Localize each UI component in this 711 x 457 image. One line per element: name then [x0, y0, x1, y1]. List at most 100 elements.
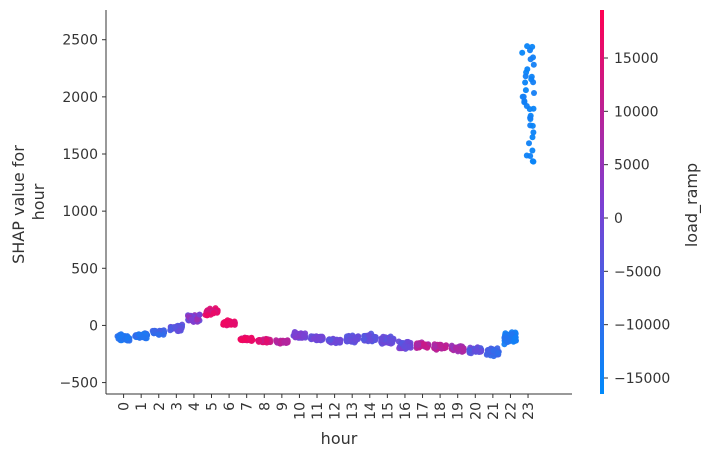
colorbar-tick-label: 5000	[614, 158, 650, 174]
y-tick-label: 500	[71, 261, 98, 277]
data-point	[389, 337, 396, 344]
data-point	[401, 343, 408, 350]
y-axis-title: SHAP value for hour	[9, 140, 48, 264]
data-point	[524, 66, 531, 73]
data-point	[167, 327, 174, 334]
x-axis-title: hour	[321, 429, 358, 448]
data-point	[512, 334, 519, 341]
data-point	[415, 341, 422, 348]
data-point	[175, 328, 182, 335]
colorbar: 15000 10000 5000 0 −5000 −10000 −15000 load_ra…	[600, 10, 702, 394]
colorbar-tick-label: −10000	[614, 318, 670, 334]
data-point	[246, 335, 253, 342]
x-tick-label: 15	[380, 402, 396, 420]
data-point	[522, 73, 529, 80]
colorbar-tick-label: 0	[614, 211, 623, 227]
data-point	[437, 342, 444, 349]
data-point	[204, 312, 211, 319]
y-axis-ticks: −500 0 500 1000 1500 2000 2500	[60, 33, 106, 392]
y-tick-label: 0	[89, 318, 98, 334]
x-tick-label: 13	[345, 402, 361, 420]
x-tick-label: 20	[468, 402, 484, 420]
x-tick-label: 18	[433, 402, 449, 420]
colorbar-tick-label: 10000	[614, 104, 659, 120]
data-point	[281, 339, 288, 346]
x-tick-label: 7	[240, 402, 256, 411]
x-tick-label: 16	[398, 402, 414, 420]
data-point	[529, 147, 536, 154]
data-point	[188, 316, 195, 323]
x-tick-label: 4	[187, 402, 203, 411]
data-point	[527, 56, 534, 63]
data-point	[460, 345, 467, 352]
data-point	[530, 129, 537, 136]
colorbar-gradient	[600, 10, 604, 394]
data-point	[431, 342, 438, 349]
y-tick-label: 1000	[62, 204, 98, 220]
colorbar-tick-label: −15000	[614, 371, 670, 387]
x-tick-label: 1	[134, 402, 150, 411]
x-tick-label: 2	[152, 402, 168, 411]
data-point	[139, 334, 146, 341]
data-point	[522, 79, 529, 86]
data-point	[360, 336, 367, 343]
data-point	[527, 47, 533, 54]
colorbar-tick-label: 15000	[614, 51, 659, 67]
data-point	[405, 344, 412, 350]
data-point	[527, 114, 534, 121]
data-point	[155, 331, 162, 338]
scatter-points	[114, 43, 537, 360]
x-tick-label: 5	[205, 402, 221, 411]
y-tick-label: 2500	[62, 33, 98, 49]
x-tick-label: 11	[310, 402, 326, 420]
data-point	[366, 332, 372, 339]
data-point	[478, 348, 485, 355]
y-axis-title-line2: hour	[29, 183, 48, 220]
data-point	[343, 338, 350, 345]
data-point	[523, 103, 530, 109]
data-point	[527, 153, 534, 159]
x-tick-label: 17	[416, 402, 432, 420]
data-point	[495, 350, 501, 357]
data-point	[210, 309, 217, 316]
data-point	[352, 336, 359, 343]
data-point	[301, 332, 307, 339]
x-tick-label: 14	[363, 402, 379, 420]
data-point	[530, 61, 537, 68]
data-point	[529, 158, 536, 165]
x-tick-label: 21	[486, 402, 502, 420]
data-point	[452, 344, 459, 351]
data-point	[291, 330, 298, 337]
data-point	[335, 337, 342, 344]
x-tick-label: 8	[257, 402, 273, 411]
y-tick-label: −500	[60, 376, 98, 392]
data-point	[171, 324, 178, 331]
data-point	[124, 335, 131, 342]
data-point	[424, 344, 431, 351]
data-point	[150, 328, 157, 335]
x-tick-label: 22	[503, 402, 519, 420]
data-point	[528, 73, 535, 80]
x-tick-label: 19	[451, 402, 467, 420]
data-point	[529, 122, 536, 129]
x-tick-label: 6	[222, 402, 238, 411]
data-point	[196, 311, 203, 318]
data-point	[230, 320, 237, 327]
data-point	[118, 332, 125, 339]
data-point	[193, 316, 200, 323]
data-point	[310, 335, 317, 342]
y-axis-title-line1: SHAP value for	[9, 145, 28, 264]
data-point	[378, 336, 385, 343]
x-tick-label: 10	[292, 402, 308, 420]
data-point	[490, 347, 497, 354]
data-point	[526, 140, 532, 147]
data-point	[263, 337, 270, 344]
data-point	[221, 319, 228, 325]
x-tick-label: 0	[117, 402, 133, 411]
data-point	[522, 87, 529, 94]
x-tick-label: 9	[275, 402, 291, 411]
data-point	[316, 335, 323, 342]
y-tick-label: 1500	[62, 147, 98, 163]
x-tick-label: 23	[521, 402, 537, 420]
